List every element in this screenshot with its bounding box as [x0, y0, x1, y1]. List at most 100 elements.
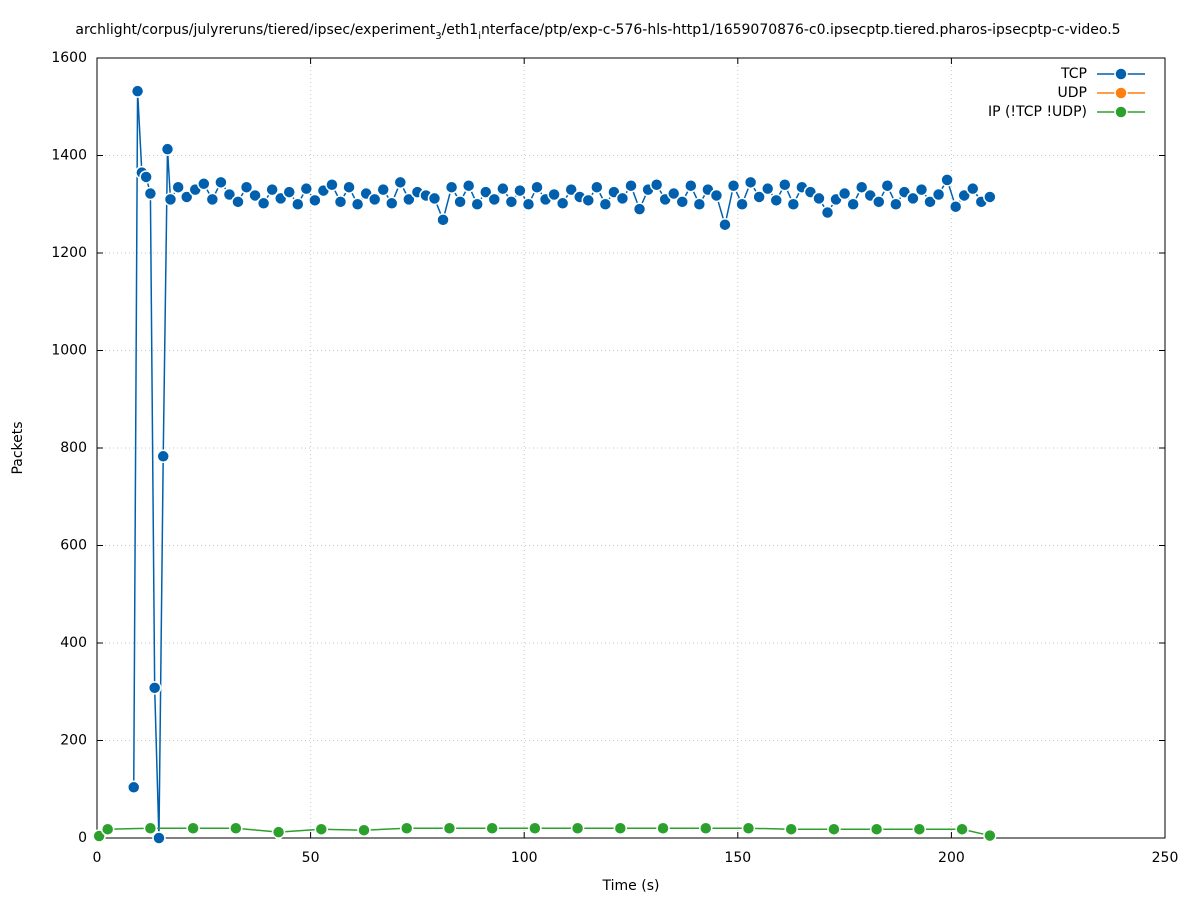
data-point: [547, 187, 561, 202]
data-point: [139, 170, 153, 184]
data-point: [598, 197, 613, 211]
legend-marker: [1114, 105, 1128, 119]
data-point: [530, 180, 544, 194]
data-point: [282, 185, 296, 199]
data-point: [983, 828, 997, 843]
data-point: [444, 180, 459, 194]
y-tick-label: 800: [60, 440, 87, 456]
data-point: [760, 181, 775, 196]
x-tick-label: 50: [302, 850, 320, 866]
data-point: [769, 193, 783, 208]
data-point: [479, 185, 493, 199]
data-point: [291, 197, 305, 211]
data-point: [931, 187, 946, 202]
data-point: [812, 191, 826, 206]
data-point: [442, 821, 457, 835]
data-point: [656, 821, 670, 835]
y-tick-label: 1400: [51, 148, 87, 164]
x-tick-label: 250: [1152, 850, 1179, 866]
data-point: [590, 180, 604, 194]
data-point: [581, 193, 596, 208]
data-point: [402, 192, 416, 207]
data-point: [487, 192, 502, 207]
data-point: [889, 197, 903, 211]
data-point: [205, 192, 220, 207]
data-point: [784, 822, 798, 836]
data-point: [333, 195, 348, 209]
data-point: [231, 195, 245, 209]
data-point: [152, 831, 166, 845]
data-point: [147, 681, 162, 695]
data-point: [570, 821, 585, 835]
data-point: [837, 186, 852, 201]
data-point: [948, 199, 963, 214]
data-point: [222, 187, 237, 202]
x-tick-label: 150: [724, 850, 751, 866]
data-point: [564, 182, 578, 197]
data-point: [752, 190, 766, 204]
title-part: /eth1: [442, 22, 479, 38]
data-point: [923, 195, 937, 209]
y-tick-label: 1000: [51, 343, 87, 359]
data-point: [872, 195, 886, 209]
data-point: [675, 195, 690, 209]
data-point: [684, 178, 698, 193]
legend-marker: [1114, 67, 1128, 81]
data-point: [699, 821, 713, 835]
y-tick-label: 600: [60, 538, 87, 554]
data-point: [485, 821, 499, 835]
data-point: [983, 190, 997, 204]
data-point: [214, 175, 228, 190]
legend-marker: [1114, 86, 1128, 100]
data-point: [427, 191, 442, 206]
data-point: [461, 178, 476, 193]
data-point: [692, 197, 707, 211]
data-point: [869, 822, 884, 836]
data-point: [649, 178, 664, 192]
y-axis-label: Packets: [10, 421, 26, 474]
data-point: [399, 821, 414, 835]
data-point: [666, 186, 681, 201]
y-tick-label: 0: [78, 830, 87, 846]
data-point: [940, 173, 954, 187]
data-point: [314, 822, 329, 836]
data-point: [786, 197, 801, 211]
data-point: [248, 188, 262, 203]
data-point: [735, 197, 749, 211]
data-point: [820, 205, 835, 220]
plot-frame: [96, 57, 1166, 839]
data-point: [914, 182, 929, 197]
data-point: [613, 821, 628, 835]
chart-title: archlight/corpus/julyreruns/tiered/ipsec…: [75, 22, 1120, 42]
data-point: [186, 821, 200, 835]
data-point: [130, 84, 145, 98]
y-tick-label: 1200: [51, 245, 87, 261]
data-point: [827, 822, 841, 836]
data-point: [171, 180, 185, 194]
data-point: [179, 190, 194, 204]
data-point: [256, 196, 271, 211]
data-point: [912, 822, 927, 836]
title-subscript: i: [478, 31, 481, 42]
data-point: [342, 180, 356, 194]
data-point: [906, 191, 920, 206]
legend-label: UDP: [1058, 85, 1087, 101]
data-point: [156, 449, 170, 464]
data-point: [143, 821, 158, 835]
data-point: [726, 178, 741, 193]
data-point: [880, 178, 895, 193]
data-point: [528, 821, 542, 835]
data-point: [385, 196, 399, 211]
y-tick-label: 1600: [51, 50, 87, 66]
data-point: [393, 175, 408, 190]
data-point: [778, 178, 792, 192]
data-point: [453, 195, 467, 209]
data-point: [955, 822, 969, 836]
data-point: [632, 202, 647, 216]
data-point: [496, 181, 510, 196]
data-point: [718, 217, 732, 232]
data-point: [160, 142, 175, 156]
x-axis-label: Time (s): [602, 878, 660, 894]
data-point: [350, 197, 365, 211]
data-point: [376, 182, 390, 197]
